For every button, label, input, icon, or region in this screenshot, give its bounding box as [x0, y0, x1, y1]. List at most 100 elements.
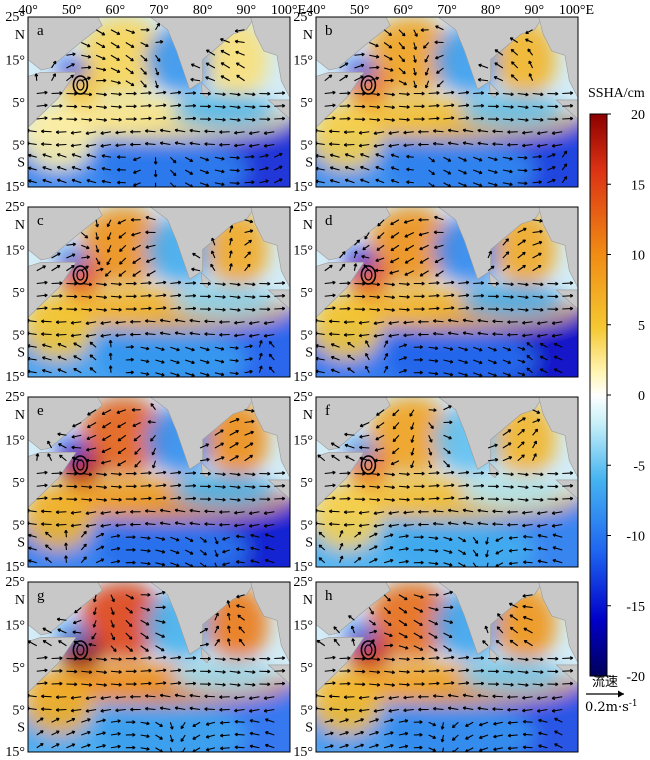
- flow-vector-head: [161, 360, 165, 364]
- flow-vector-head: [222, 657, 226, 662]
- flow-vector: [390, 244, 400, 252]
- flow-vector-head: [41, 332, 45, 337]
- flow-vector-head: [330, 718, 334, 723]
- flow-vector-head: [56, 717, 60, 722]
- flow-vector-head: [216, 638, 220, 643]
- flow-vector-head: [220, 37, 224, 42]
- flow-vector-head: [522, 333, 526, 338]
- flow-vector-head: [47, 453, 51, 457]
- flow-vector: [316, 370, 325, 374]
- flow-vector: [185, 372, 195, 377]
- flow-vector-head: [161, 647, 165, 652]
- flow-vector-head: [343, 130, 348, 135]
- flow-vector: [532, 155, 542, 158]
- flow-vector-head: [210, 250, 215, 254]
- flow-vector-head: [375, 43, 379, 48]
- flow-vector: [59, 454, 67, 462]
- flow-vector-head: [47, 440, 51, 445]
- flow-vector: [204, 320, 215, 323]
- flow-vector: [324, 264, 333, 272]
- flow-vector-head: [351, 638, 356, 642]
- ssha-anomaly-blob: [172, 283, 277, 318]
- flow-vector: [522, 333, 533, 337]
- flow-vector-head: [71, 717, 76, 722]
- flow-vector: [487, 182, 498, 187]
- flow-vector: [140, 682, 152, 685]
- flow-vector-head: [316, 179, 319, 184]
- flow-vector: [101, 409, 112, 415]
- flow-vector: [517, 169, 528, 172]
- flow-vector-head: [494, 170, 498, 174]
- flow-vector: [70, 696, 82, 699]
- flow-vector: [265, 718, 275, 723]
- flow-vector: [234, 523, 245, 527]
- flow-vector: [473, 670, 484, 672]
- flow-vector: [419, 257, 429, 264]
- flow-vector-head: [148, 281, 152, 285]
- flow-vector: [28, 357, 37, 361]
- flow-vector: [473, 92, 484, 95]
- flow-vector: [199, 443, 209, 449]
- flow-vector-head: [390, 731, 394, 735]
- flow-vector: [204, 708, 215, 711]
- flow-vector-head: [204, 522, 208, 526]
- flow-vector-head: [406, 105, 410, 109]
- flow-vector: [345, 153, 355, 158]
- flow-vector: [458, 471, 469, 475]
- great-whirl-eddy-inner: [76, 459, 85, 471]
- flow-vector: [388, 131, 400, 134]
- flow-vector-head: [462, 128, 467, 133]
- flow-vector: [398, 356, 407, 361]
- flow-vector-head: [538, 167, 542, 172]
- flow-vector-head: [169, 738, 174, 743]
- flow-vector: [462, 319, 474, 323]
- flow-vector-head: [510, 670, 514, 674]
- flow-vector-head: [527, 48, 531, 53]
- flow-vector: [106, 219, 112, 227]
- flow-vector: [360, 153, 370, 158]
- flow-vector-head: [404, 634, 408, 639]
- flow-vector-head: [465, 470, 470, 475]
- flow-vector-head: [88, 282, 93, 287]
- flow-vector: [42, 640, 52, 647]
- flow-vector: [358, 321, 370, 324]
- flow-vector-head: [42, 639, 47, 644]
- flow-vector: [205, 76, 216, 82]
- flow-vector-head: [219, 320, 223, 324]
- great-whirl-eddy-inner: [364, 79, 373, 91]
- flow-vector: [532, 181, 542, 184]
- flow-vector-head: [95, 249, 100, 253]
- flow-vector-head: [57, 368, 61, 372]
- flow-vector: [339, 718, 349, 723]
- flow-vector-head: [344, 443, 349, 448]
- great-whirl-eddy: [360, 265, 377, 285]
- land-mass: [28, 17, 103, 71]
- flow-vector: [373, 321, 385, 325]
- flow-vector: [244, 239, 252, 246]
- flow-vector-head: [115, 510, 119, 515]
- flow-vector-head: [508, 602, 513, 607]
- flow-vector: [537, 321, 548, 325]
- flow-vector: [101, 460, 112, 464]
- flow-vector: [140, 657, 152, 660]
- flow-vector-head: [87, 65, 92, 70]
- flow-vector-head: [522, 745, 527, 750]
- flow-vector-head: [362, 294, 366, 299]
- flow-vector-head: [132, 273, 136, 277]
- flow-vector-head: [249, 718, 253, 723]
- flow-vector-head: [406, 92, 410, 97]
- flow-vector-head: [360, 165, 364, 170]
- flow-vector-head: [569, 668, 574, 673]
- flow-vector-head: [420, 547, 424, 552]
- flow-vector-head: [492, 129, 496, 134]
- y-tick-label: 5°: [300, 96, 313, 111]
- flow-vector: [448, 694, 459, 698]
- flow-vector: [264, 696, 275, 700]
- flow-vector: [36, 265, 46, 272]
- flow-vector-head: [57, 252, 61, 257]
- flow-vector: [369, 545, 378, 551]
- flow-vector: [244, 295, 256, 298]
- flow-vector-head: [478, 748, 483, 752]
- flow-vector-head: [538, 154, 542, 159]
- flow-vector: [448, 319, 459, 323]
